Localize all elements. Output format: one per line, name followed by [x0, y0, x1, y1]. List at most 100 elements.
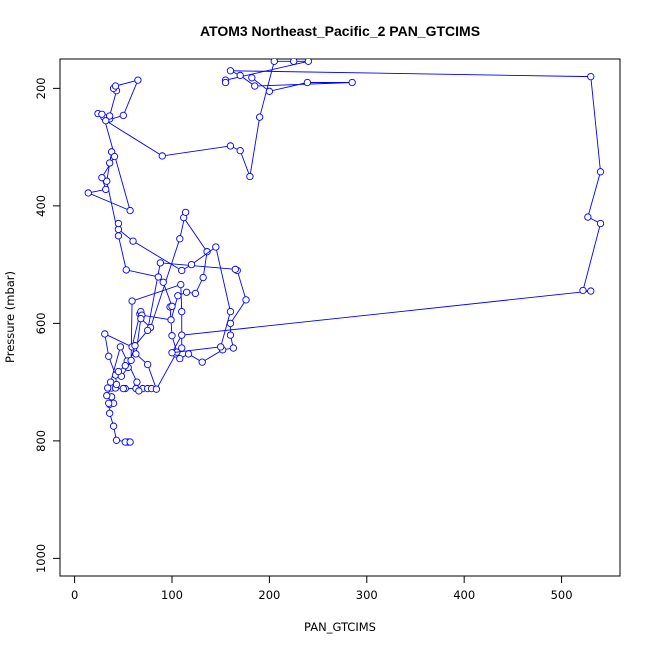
x-tick-label: 0: [71, 588, 78, 602]
data-point: [256, 113, 264, 121]
data-point: [112, 380, 121, 389]
data-point: [304, 59, 312, 65]
data-point: [191, 289, 200, 298]
data-point: [156, 259, 164, 267]
y-axis-label: Pressure (mbar): [3, 271, 17, 363]
series-1: [114, 67, 605, 357]
data-point: [129, 237, 137, 245]
data-point: [131, 342, 139, 350]
data-point: [596, 168, 605, 176]
data-point: [178, 307, 186, 316]
data-point: [102, 185, 110, 194]
data-point: [242, 296, 250, 304]
data-point: [265, 87, 274, 95]
data-point: [177, 280, 185, 289]
data-point: [348, 78, 356, 87]
data-point: [126, 438, 134, 446]
data-point: [103, 177, 111, 185]
data-point: [226, 307, 235, 316]
data-point: [587, 72, 595, 81]
data-point: [167, 316, 175, 324]
data-point: [128, 297, 136, 305]
data-point: [587, 287, 595, 295]
data-point: [106, 409, 114, 417]
y-tick-label: 400: [34, 195, 48, 217]
data-point: [168, 349, 176, 357]
y-tick-label: 600: [34, 312, 48, 334]
data-point: [303, 78, 312, 87]
data-point: [226, 331, 235, 339]
data-point: [111, 82, 120, 90]
data-point: [159, 278, 167, 286]
data-point: [178, 266, 186, 275]
data-point: [270, 59, 278, 65]
data-point: [144, 326, 152, 335]
data-point: [236, 146, 244, 155]
data-point: [221, 78, 230, 87]
data-point: [290, 59, 298, 65]
data-point: [248, 74, 256, 82]
data-point: [114, 219, 123, 228]
data-point: [106, 159, 114, 167]
data-point: [596, 219, 605, 228]
data-point: [98, 110, 106, 118]
data-point: [119, 111, 127, 120]
y-tick-label: 200: [34, 77, 48, 99]
data-point: [105, 399, 113, 407]
data-point: [168, 332, 176, 340]
series-0: [84, 59, 312, 446]
x-tick-label: 500: [551, 588, 573, 602]
chart-title: ATOM3 Northeast_Pacific_2 PAN_GTCIMS: [200, 23, 480, 39]
data-point: [133, 378, 141, 386]
series-line: [86, 60, 309, 443]
data-point: [144, 360, 152, 369]
data-point: [181, 208, 190, 216]
series-line: [117, 70, 602, 354]
data-point: [102, 117, 110, 125]
data-point: [122, 266, 130, 274]
data-point: [127, 356, 135, 365]
x-axis: 0 100 200 300 400 500: [71, 576, 573, 602]
data-point: [182, 288, 191, 296]
data-point: [176, 235, 184, 243]
data-point: [119, 384, 127, 393]
data-point: [116, 343, 125, 351]
data-point: [106, 112, 114, 120]
data-point: [109, 422, 118, 430]
data-point: [184, 350, 193, 358]
data-point: [98, 174, 106, 182]
data-point: [158, 152, 166, 160]
data-point: [135, 387, 143, 395]
data-point: [110, 152, 119, 161]
data-point: [132, 350, 140, 358]
data-point: [187, 260, 196, 269]
data-point: [114, 232, 123, 240]
data-point: [121, 362, 129, 370]
data-point: [154, 273, 163, 281]
data-point: [137, 315, 145, 323]
data-point: [104, 384, 112, 392]
data-point: [112, 436, 121, 444]
data-point: [176, 354, 184, 363]
data-point: [229, 344, 238, 352]
data-point: [103, 391, 111, 400]
data-point: [134, 76, 142, 84]
data-point: [168, 302, 176, 310]
data-point: [105, 352, 113, 360]
data-point: [114, 367, 123, 376]
x-axis-label: PAN_GTCIMS: [304, 620, 376, 634]
data-point: [212, 243, 220, 251]
y-tick-label: 800: [34, 430, 48, 452]
data-point: [203, 248, 211, 256]
x-tick-label: 200: [258, 588, 280, 602]
data-point: [126, 206, 134, 215]
data-point: [217, 343, 225, 351]
data-point: [226, 67, 235, 75]
x-tick-label: 100: [161, 588, 183, 602]
data-point: [101, 330, 109, 338]
plot-frame: [59, 58, 621, 577]
data-point: [178, 331, 186, 339]
data-point: [236, 71, 244, 80]
data-point: [579, 286, 587, 295]
